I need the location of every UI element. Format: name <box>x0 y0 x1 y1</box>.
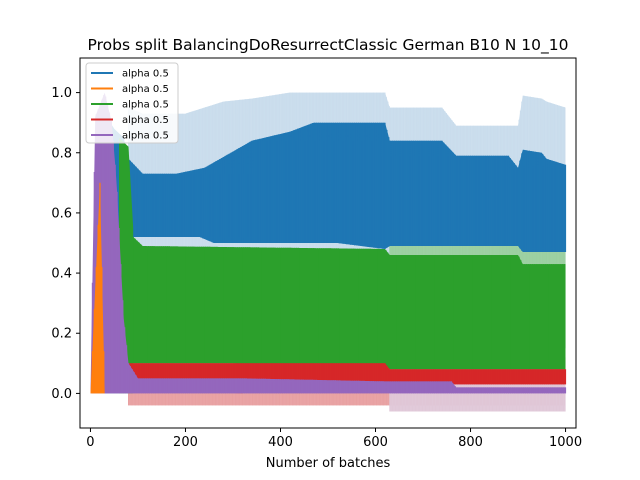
series-2-spikes <box>91 182 105 394</box>
series-5-spikes <box>91 95 567 394</box>
x-tick-label: 600 <box>363 435 388 450</box>
y-axis: 0.0 0.2 0.4 0.6 0.8 1.0 <box>51 86 80 402</box>
x-tick-label: 0 <box>86 435 94 450</box>
y-tick-label: 0.0 <box>51 387 72 402</box>
legend-label: alpha 0.5 <box>122 84 169 95</box>
series-5-spikes-lines <box>91 95 567 394</box>
y-tick-label: 0.8 <box>51 146 72 161</box>
series-2-spikes-lines <box>91 182 105 394</box>
chart-title: Probs split BalancingDoResurrectClassic … <box>88 36 569 55</box>
legend-box <box>85 62 179 144</box>
plot-frame <box>79 57 577 429</box>
y-tick-label: 0.4 <box>51 267 72 282</box>
plot-area <box>90 92 567 412</box>
legend-label: alpha 0.5 <box>122 115 169 126</box>
x-tick-label: 800 <box>458 435 483 450</box>
y-tick-label: 0.2 <box>51 327 72 342</box>
y-tick-label: 1.0 <box>51 86 72 101</box>
x-tick-label: 1000 <box>549 435 582 450</box>
x-tick-label: 400 <box>268 435 293 450</box>
x-axis: 0 200 400 600 800 1000 <box>86 428 582 450</box>
x-tick-label: 200 <box>173 435 198 450</box>
y-tick-label: 0.6 <box>51 206 72 221</box>
legend-label: alpha 0.5 <box>122 69 169 80</box>
legend: alpha 0.5 alpha 0.5 alpha 0.5 alpha 0.5 alph… <box>85 62 179 144</box>
legend-label: alpha 0.5 <box>122 131 169 142</box>
x-axis-label: Number of batches <box>266 456 391 471</box>
legend-label: alpha 0.5 <box>122 100 169 111</box>
